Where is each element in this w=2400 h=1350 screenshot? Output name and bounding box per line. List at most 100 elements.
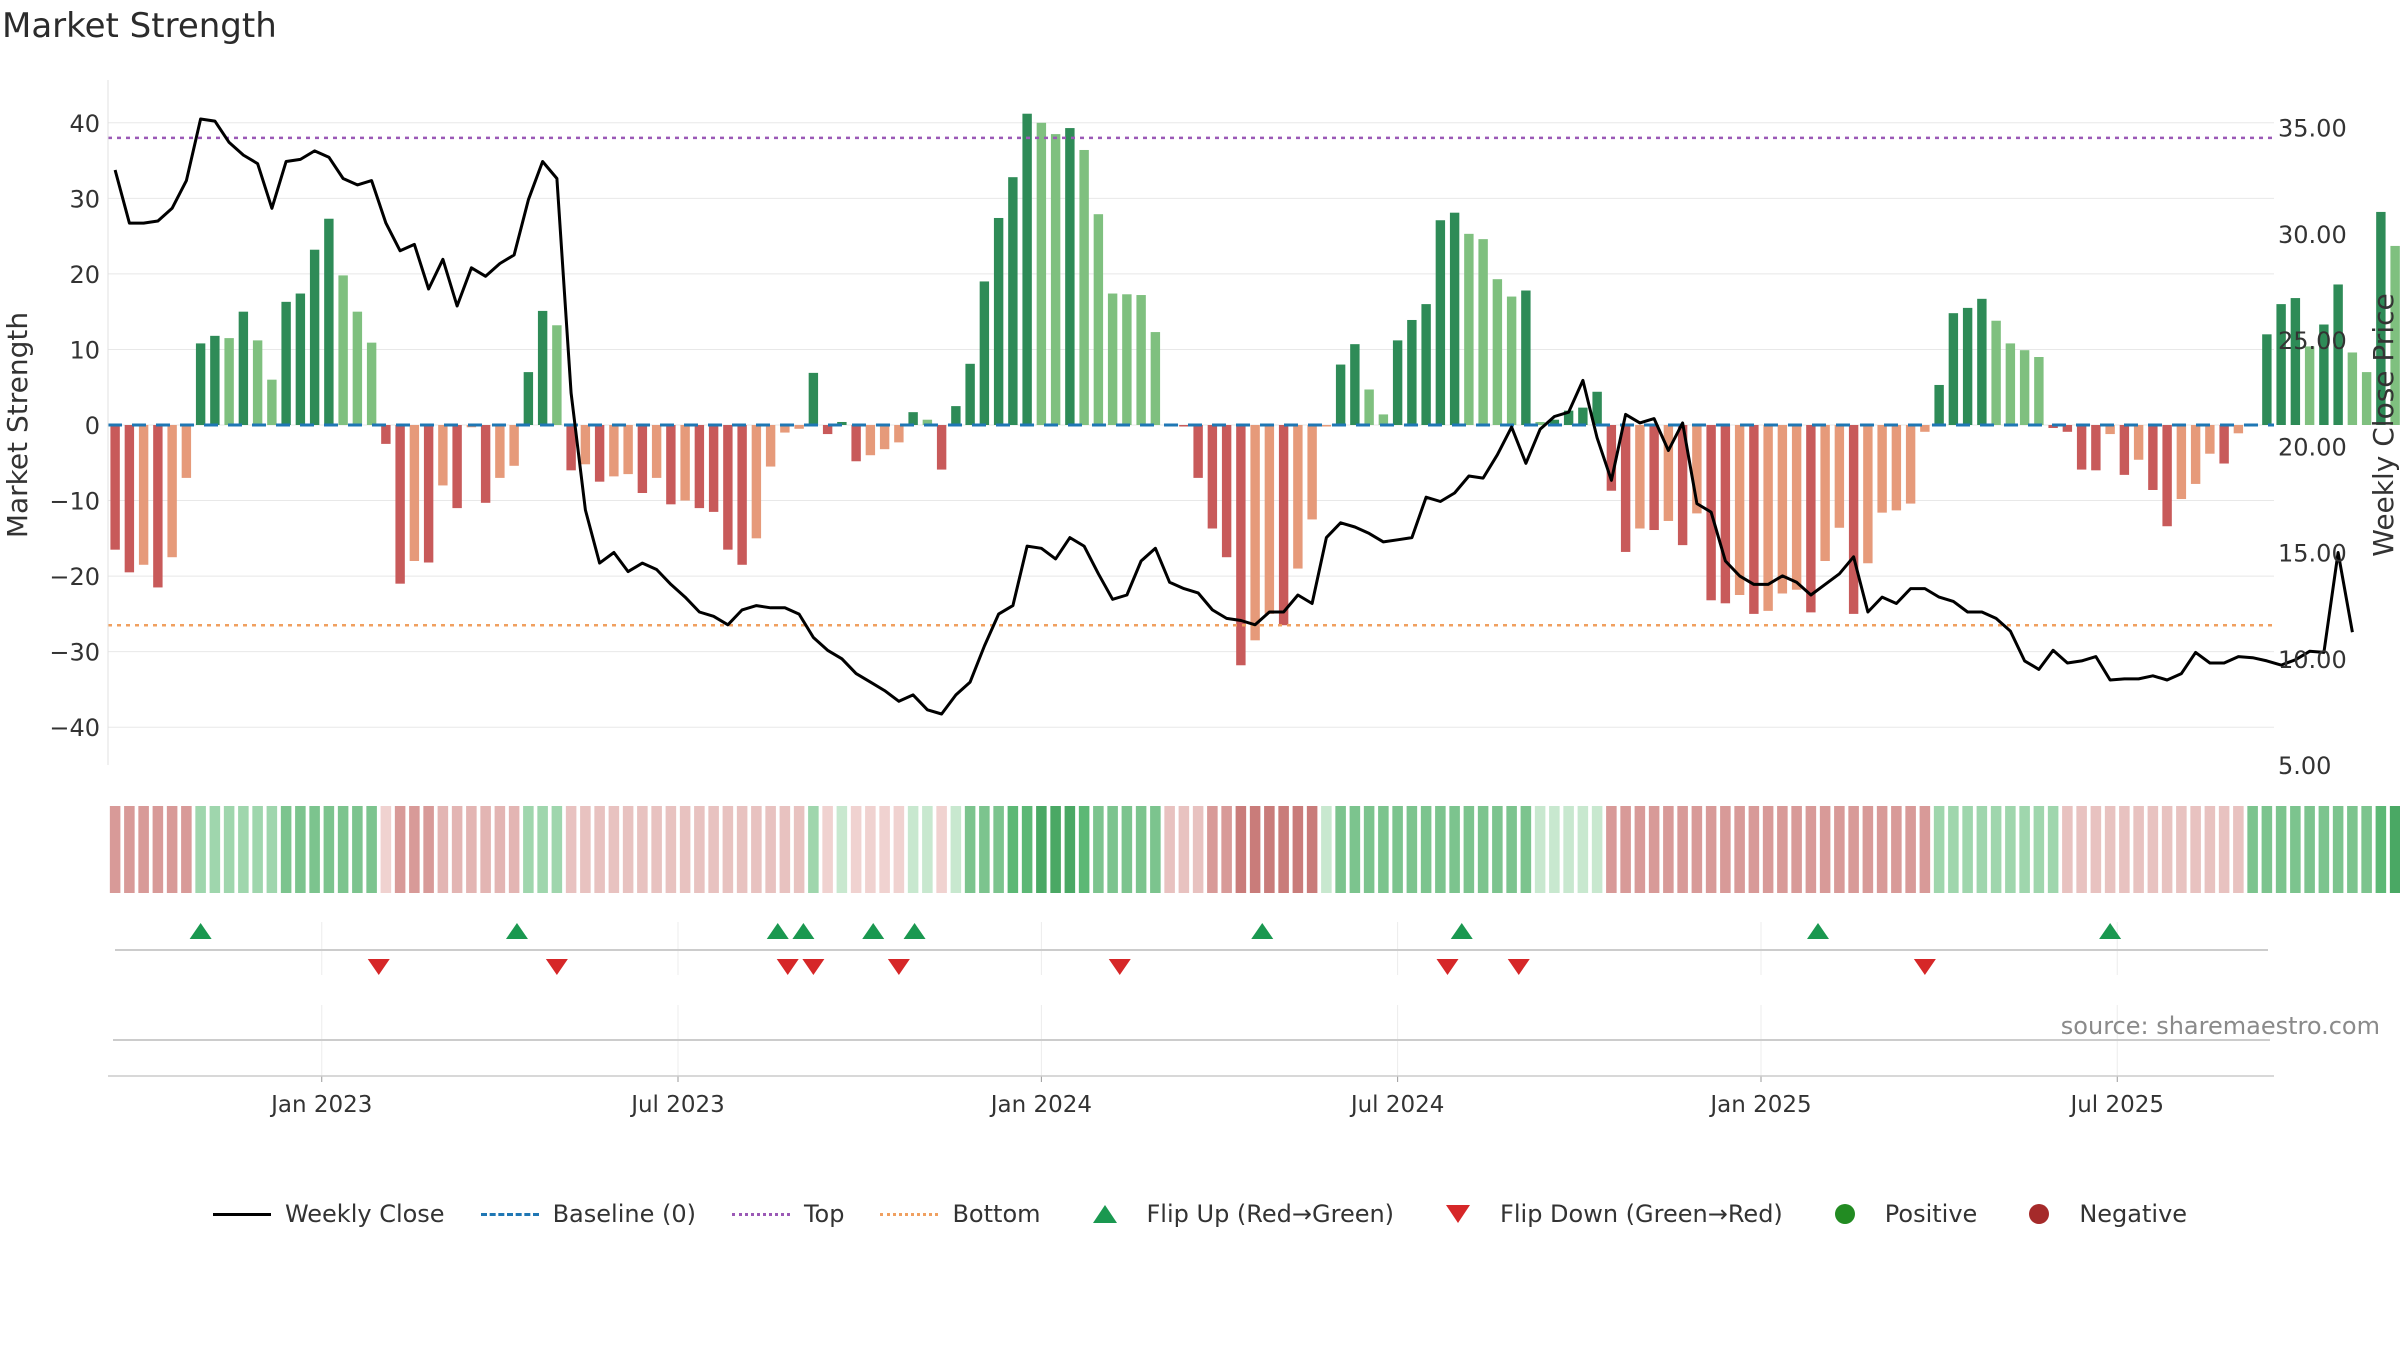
strength-bar <box>794 425 804 429</box>
strength-bar <box>1834 425 1845 528</box>
signal-cell <box>850 806 862 893</box>
strength-bar <box>2361 372 2372 425</box>
strength-bar <box>509 425 519 466</box>
signal-cell <box>1036 806 1047 893</box>
strength-bar <box>324 218 334 425</box>
signal-cell <box>323 806 335 893</box>
signal-cell <box>1677 806 1688 893</box>
x-axis: Jan 2023 Jul 2023 Jan 2024 Jul 2024 Jan 2025… <box>108 1005 2274 1118</box>
strength-bar <box>822 425 833 435</box>
strength-bar <box>580 425 591 465</box>
flip-down-marker <box>776 959 799 975</box>
signal-cell <box>979 806 990 893</box>
signal-cell <box>508 806 520 893</box>
strength-bar <box>2304 346 2315 425</box>
y-tick-label-right: 35.00 <box>2278 115 2347 143</box>
signal-cell <box>423 806 434 893</box>
strength-bar <box>1250 425 1260 641</box>
signal-cell <box>1078 806 1090 893</box>
y-tick-label-left: 10 <box>69 336 100 364</box>
strength-bar <box>1749 425 1759 614</box>
legend-label: Negative <box>2079 1200 2188 1228</box>
strength-bar <box>979 281 990 425</box>
strength-bar <box>1107 293 1118 425</box>
strength-bar <box>1663 425 1674 521</box>
signal-cell <box>124 806 135 893</box>
reference-lines <box>108 136 2274 627</box>
y-tick-label-left: 30 <box>69 185 100 213</box>
signal-cell <box>594 806 605 893</box>
strength-bar <box>566 425 576 471</box>
flip-up-marker <box>766 923 789 939</box>
y-tick-label-right: 15.00 <box>2278 540 2347 568</box>
strength-bar <box>423 425 434 563</box>
signal-cell <box>736 806 748 893</box>
strength-bar <box>2262 334 2272 425</box>
flip-up-marker <box>1807 923 1829 939</box>
strength-bars <box>110 113 2400 666</box>
strength-bar <box>1677 425 1688 546</box>
strength-bar <box>879 425 890 450</box>
signal-cell <box>708 806 719 893</box>
y-tick-label-left: 20 <box>69 261 100 289</box>
y-tick-label-left: −40 <box>49 714 100 742</box>
signal-cell <box>580 806 591 893</box>
signal-cell <box>2275 806 2287 893</box>
x-tick-label: Jul 2024 <box>1349 1092 1445 1118</box>
strength-bar <box>495 425 505 478</box>
legend-line-symbol <box>212 1212 271 1216</box>
y-tick-label-left: 0 <box>85 412 100 440</box>
strength-bar <box>1620 425 1631 552</box>
y-tick-label-left: 40 <box>69 110 100 138</box>
strength-bar <box>2119 425 2130 475</box>
strength-bar <box>480 425 491 503</box>
signal-cell <box>2176 806 2187 893</box>
signal-cell <box>1278 806 1289 893</box>
legend-item-flip-up: Flip Up (Red→Green) <box>1077 1200 1394 1228</box>
signal-cell <box>865 806 876 893</box>
signal-cell <box>1406 806 1418 893</box>
signal-cell <box>1007 806 1019 893</box>
signal-cell <box>879 806 890 893</box>
flip-down-marker <box>367 959 390 975</box>
signal-cell <box>1463 806 1475 893</box>
signal-cell <box>1378 806 1389 893</box>
signal-cell <box>2218 806 2230 893</box>
signal-cell <box>451 806 463 893</box>
circle-green-icon <box>1834 1204 1855 1224</box>
signal-cell <box>309 806 320 893</box>
legend-label: Baseline (0) <box>552 1200 696 1228</box>
strength-bar <box>1820 425 1830 561</box>
signal-cell <box>1207 806 1218 893</box>
strength-bar <box>1207 425 1218 529</box>
signal-cell <box>1549 806 1560 893</box>
legend: Weekly Close Baseline (0) Top Bottom Fli… <box>0 1200 2400 1228</box>
signal-cell <box>1392 806 1403 893</box>
strength-bar <box>1307 425 1317 520</box>
signal-cell <box>1777 806 1788 893</box>
strength-bar <box>765 425 776 467</box>
flip-down-marker <box>802 959 825 975</box>
signal-cell <box>523 806 534 893</box>
strength-bar <box>723 425 733 550</box>
strength-bar <box>2190 425 2201 484</box>
signal-cell <box>608 806 620 893</box>
strength-bar <box>609 425 619 477</box>
strength-bar <box>395 425 405 584</box>
strength-bar <box>1606 425 1617 491</box>
signal-cell <box>1919 806 1931 893</box>
signal-cell <box>993 806 1004 893</box>
legend-label: Bottom <box>952 1200 1041 1228</box>
signal-cell <box>2318 806 2330 893</box>
strength-bar <box>153 425 163 588</box>
signal-cell <box>1976 806 1988 893</box>
flip-markers <box>115 922 2268 975</box>
strength-bar <box>238 311 249 425</box>
legend-item-top: Top <box>731 1200 844 1228</box>
strength-bar <box>1364 389 1374 425</box>
signal-cell <box>2147 806 2159 893</box>
signal-cell <box>352 806 363 893</box>
strength-bar <box>438 425 448 486</box>
strength-bar <box>1407 319 1417 425</box>
signal-cell <box>1164 806 1175 893</box>
